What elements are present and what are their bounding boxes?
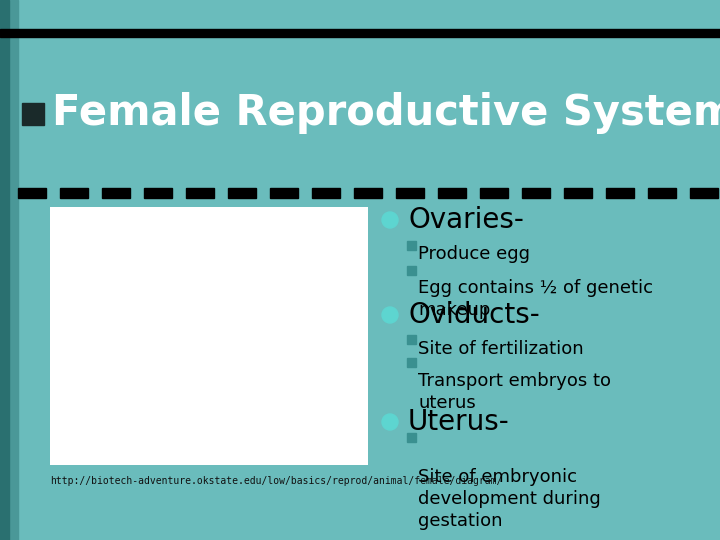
Bar — [690, 188, 718, 198]
Text: Site of embryonic
development during
gestation: Site of embryonic development during ges… — [418, 468, 600, 530]
Text: Produce egg: Produce egg — [418, 245, 530, 263]
Text: Uterus-: Uterus- — [408, 408, 510, 436]
Text: Site of fertilization: Site of fertilization — [418, 340, 584, 358]
Bar — [564, 188, 592, 198]
Bar — [312, 188, 340, 198]
Bar — [270, 188, 298, 198]
Circle shape — [382, 212, 398, 228]
Text: Oviducts-: Oviducts- — [408, 301, 540, 329]
Bar — [407, 433, 416, 442]
Bar — [18, 188, 46, 198]
Bar — [354, 188, 382, 198]
Bar — [407, 241, 416, 250]
Bar — [22, 103, 44, 125]
Bar — [0, 29, 720, 37]
Text: Ovaries-: Ovaries- — [408, 206, 524, 234]
Bar — [480, 188, 508, 198]
Bar — [407, 358, 416, 367]
Bar — [522, 188, 550, 198]
Bar — [0, 0, 9, 540]
Bar — [407, 266, 416, 275]
Bar — [102, 188, 130, 198]
Bar — [606, 188, 634, 198]
Bar — [407, 335, 416, 344]
Text: Female Reproductive System: Female Reproductive System — [52, 92, 720, 134]
Circle shape — [382, 307, 398, 323]
Text: Transport embryos to
uterus: Transport embryos to uterus — [418, 372, 611, 412]
Bar — [186, 188, 214, 198]
Bar — [438, 188, 466, 198]
Bar — [228, 188, 256, 198]
Bar — [648, 188, 676, 198]
Bar — [396, 188, 424, 198]
Bar — [0, 0, 18, 540]
Text: http://biotech-adventure.okstate.edu/low/basics/reprod/animal/female/diagram/: http://biotech-adventure.okstate.edu/low… — [50, 476, 503, 486]
Text: Egg contains ½ of genetic
makeup: Egg contains ½ of genetic makeup — [418, 279, 653, 319]
Circle shape — [382, 414, 398, 430]
Bar — [50, 207, 368, 465]
Bar — [60, 188, 88, 198]
Bar — [144, 188, 172, 198]
